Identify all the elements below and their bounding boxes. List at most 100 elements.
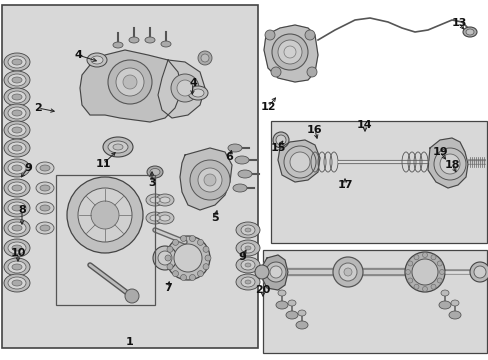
Ellipse shape: [4, 258, 30, 276]
Ellipse shape: [450, 300, 458, 306]
Circle shape: [413, 255, 418, 260]
Text: 9: 9: [238, 252, 245, 262]
Ellipse shape: [150, 197, 160, 203]
Ellipse shape: [4, 139, 30, 157]
Ellipse shape: [4, 159, 30, 177]
Circle shape: [172, 271, 178, 276]
Text: 17: 17: [337, 180, 352, 190]
Ellipse shape: [241, 277, 254, 287]
Circle shape: [270, 67, 281, 77]
Ellipse shape: [241, 225, 254, 235]
Ellipse shape: [285, 311, 297, 319]
Circle shape: [180, 235, 186, 242]
Circle shape: [407, 261, 412, 266]
Ellipse shape: [4, 88, 30, 106]
Circle shape: [153, 246, 177, 270]
Text: 7: 7: [164, 283, 171, 293]
Ellipse shape: [36, 182, 54, 194]
Ellipse shape: [8, 277, 26, 289]
Circle shape: [269, 266, 282, 278]
Circle shape: [284, 146, 315, 178]
Circle shape: [275, 135, 285, 145]
Ellipse shape: [8, 124, 26, 136]
Ellipse shape: [12, 185, 22, 191]
Ellipse shape: [156, 194, 174, 206]
Circle shape: [306, 67, 316, 77]
Circle shape: [411, 259, 437, 285]
Ellipse shape: [244, 263, 250, 267]
Ellipse shape: [238, 170, 251, 178]
Ellipse shape: [87, 53, 107, 67]
Text: 5: 5: [211, 213, 218, 223]
Ellipse shape: [297, 310, 305, 316]
Text: 19: 19: [431, 147, 447, 157]
Circle shape: [190, 160, 229, 200]
Ellipse shape: [103, 137, 133, 157]
Ellipse shape: [108, 141, 128, 153]
Ellipse shape: [146, 212, 163, 224]
Circle shape: [198, 51, 212, 65]
Ellipse shape: [440, 290, 448, 296]
Text: 18: 18: [443, 160, 459, 170]
Circle shape: [189, 274, 195, 280]
Ellipse shape: [12, 145, 22, 151]
Ellipse shape: [36, 162, 54, 174]
Circle shape: [254, 265, 268, 279]
Circle shape: [305, 30, 314, 40]
Circle shape: [278, 40, 302, 64]
Ellipse shape: [4, 179, 30, 197]
Circle shape: [177, 80, 193, 96]
Ellipse shape: [12, 165, 22, 171]
Text: 13: 13: [450, 18, 466, 28]
Text: 12: 12: [260, 102, 275, 112]
Ellipse shape: [161, 41, 171, 47]
Ellipse shape: [12, 77, 22, 83]
Text: 11: 11: [95, 159, 110, 169]
Ellipse shape: [187, 86, 207, 100]
Text: 3: 3: [148, 178, 156, 188]
Circle shape: [180, 274, 186, 280]
Circle shape: [174, 244, 202, 272]
Circle shape: [436, 278, 441, 283]
Circle shape: [343, 268, 351, 276]
Circle shape: [289, 152, 309, 172]
Circle shape: [422, 252, 427, 257]
Ellipse shape: [236, 257, 260, 273]
Ellipse shape: [40, 165, 50, 171]
Ellipse shape: [241, 260, 254, 270]
Ellipse shape: [438, 301, 450, 309]
Ellipse shape: [146, 194, 163, 206]
Text: 9: 9: [24, 163, 32, 173]
Ellipse shape: [12, 280, 22, 286]
Ellipse shape: [448, 311, 460, 319]
Circle shape: [198, 168, 222, 192]
Circle shape: [197, 239, 203, 246]
Polygon shape: [80, 50, 182, 122]
Ellipse shape: [4, 71, 30, 89]
Ellipse shape: [236, 222, 260, 238]
Ellipse shape: [36, 202, 54, 214]
Circle shape: [265, 262, 285, 282]
Circle shape: [271, 34, 307, 70]
Ellipse shape: [12, 59, 22, 65]
Ellipse shape: [40, 225, 50, 231]
Text: 14: 14: [356, 120, 372, 130]
Polygon shape: [158, 60, 204, 118]
Ellipse shape: [236, 274, 260, 290]
Circle shape: [284, 46, 295, 58]
Ellipse shape: [12, 127, 22, 133]
Circle shape: [166, 264, 173, 270]
Ellipse shape: [232, 184, 246, 192]
Ellipse shape: [8, 202, 26, 214]
Ellipse shape: [275, 301, 287, 309]
Polygon shape: [180, 148, 231, 210]
Ellipse shape: [12, 94, 22, 100]
Circle shape: [201, 54, 208, 62]
Circle shape: [197, 271, 203, 276]
Text: 2: 2: [34, 103, 42, 113]
Ellipse shape: [8, 222, 26, 234]
Polygon shape: [264, 25, 317, 82]
Ellipse shape: [113, 42, 123, 48]
Ellipse shape: [8, 74, 26, 86]
Circle shape: [164, 255, 171, 261]
